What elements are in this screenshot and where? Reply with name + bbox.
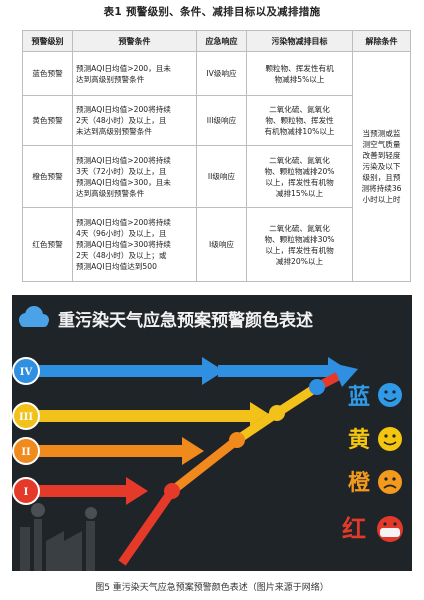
level-cell: 蓝色预警 [22, 51, 73, 96]
warning-color-figure: 重污染天气应急预案预警颜色表述 IV [12, 295, 412, 571]
header-release: 解除条件 [352, 30, 411, 52]
level-badge-iv: IV [12, 357, 40, 385]
svg-text:II: II [21, 447, 31, 458]
arrow-level-iv [26, 357, 350, 385]
header-target: 污染物减排目标 [246, 30, 353, 52]
header-response: 应急响应 [196, 30, 247, 52]
condition-cell: 预测AQI日均值>200将持续 3天（72小时）及以上，且 预测AQI日均值>3… [72, 145, 197, 208]
factory-icon [20, 503, 97, 571]
table-title: 表1 预警级别、条件、减排目标以及减排措施 [103, 6, 321, 18]
svg-text:III: III [19, 412, 33, 423]
table-row-orange: 橙色预警 预测AQI日均值>200将持续 3天（72小时）及以上，且 预测AQI… [22, 145, 411, 208]
level-cell: 橙色预警 [22, 145, 73, 208]
smile-face-yellow-icon [378, 427, 402, 451]
label-yellow: 黄 [348, 428, 370, 453]
trend-line-orange [169, 436, 240, 495]
header-condition: 预警条件 [72, 30, 197, 52]
level-cell: 红色预警 [22, 207, 73, 282]
target-cell: 二氧化硫、氮氧化 物、颗粒物减排20% 以上，挥发性有机物 减排15%以上 [246, 145, 353, 208]
warning-color-illustration: 重污染天气应急预案预警颜色表述 IV [12, 295, 412, 571]
cloud-icon [19, 306, 49, 327]
intersection-dot-iv [309, 379, 325, 395]
mask-face-red-icon [377, 516, 403, 542]
trend-arrowhead [332, 363, 358, 387]
table-row-red: 红色预警 预测AQI日均值>200将持续 4天（96小时）及以上，且 预测AQI… [22, 207, 411, 282]
arrow-level-i [26, 477, 148, 505]
intersection-dot-iii [269, 405, 285, 421]
table-row-yellow: 黄色预警 预测AQI日均值>200将持续 2天（48小时）及以上，且 未达到高级… [22, 95, 411, 146]
intersection-dot-i [164, 483, 180, 499]
level-badge-iii: III [12, 402, 40, 430]
response-cell: I级响应 [196, 207, 247, 282]
label-red: 红 [342, 515, 366, 543]
response-cell: III级响应 [196, 95, 247, 146]
condition-cell: 预测AQI日均值>200将持续 2天（48小时）及以上，且 未达到高级别预警条件 [72, 95, 197, 146]
svg-text:I: I [24, 487, 29, 498]
table-row-blue: 蓝色预警 预测AQI日均值>200，且未 达到高级别预警条件 IV级响应 颗粒物… [22, 51, 411, 282]
arrow-level-ii [26, 437, 204, 465]
target-cell: 二氧化硫、氮氧化 物、颗粒物减排30% 以上，挥发性有机物 减排20%以上 [246, 207, 353, 282]
response-cell: II级响应 [196, 145, 247, 208]
header-level: 预警级别 [22, 30, 73, 52]
figure-title: 重污染天气应急预案预警颜色表述 [58, 310, 313, 331]
figure-background [12, 295, 412, 571]
condition-cell: 预测AQI日均值>200，且未 达到高级别预警条件 [72, 51, 197, 96]
condition-cell: 预测AQI日均值>200将持续 4天（96小时）及以上，且 预测AQI日均值>3… [72, 207, 197, 282]
level-cell: 黄色预警 [22, 95, 73, 146]
intersection-dot-ii [229, 432, 245, 448]
svg-text:IV: IV [20, 367, 33, 378]
release-condition-cell: 当预测或监 测空气质量 改善到轻度 污染及以下 级别，且预 测将持续36 小时以… [352, 51, 411, 282]
response-cell: IV级响应 [196, 51, 247, 96]
figure-caption: 图5 重污染天气应急预案预警颜色表述（图片来源于网络） [95, 583, 329, 593]
label-orange: 橙 [348, 471, 371, 496]
target-cell: 颗粒物、挥发性有机 物减排5%以上 [246, 51, 353, 96]
label-blue: 蓝 [348, 385, 370, 410]
smile-face-blue-icon [378, 383, 402, 407]
target-cell: 二氧化硫、氮氧化 物、颗粒物、挥发性 有机物减排10%以上 [246, 95, 353, 146]
level-badge-i: I [12, 477, 40, 505]
warning-level-table: 预警级别 预警条件 应急响应 污染物减排目标 解除条件 蓝色预警 预测AQI日均… [22, 30, 411, 282]
level-badge-ii: II [12, 437, 40, 465]
sad-face-orange-icon [378, 470, 402, 494]
table-header-row: 预警级别 预警条件 应急响应 污染物减排目标 解除条件 [22, 30, 411, 52]
